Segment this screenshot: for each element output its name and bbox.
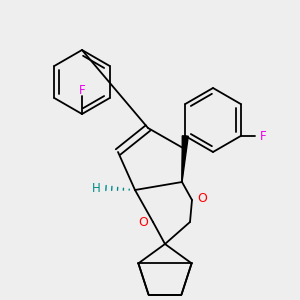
Text: F: F — [79, 84, 85, 97]
Text: F: F — [260, 130, 266, 142]
Text: O: O — [138, 217, 148, 230]
Polygon shape — [182, 136, 188, 182]
Text: H: H — [92, 182, 100, 194]
Text: O: O — [197, 193, 207, 206]
